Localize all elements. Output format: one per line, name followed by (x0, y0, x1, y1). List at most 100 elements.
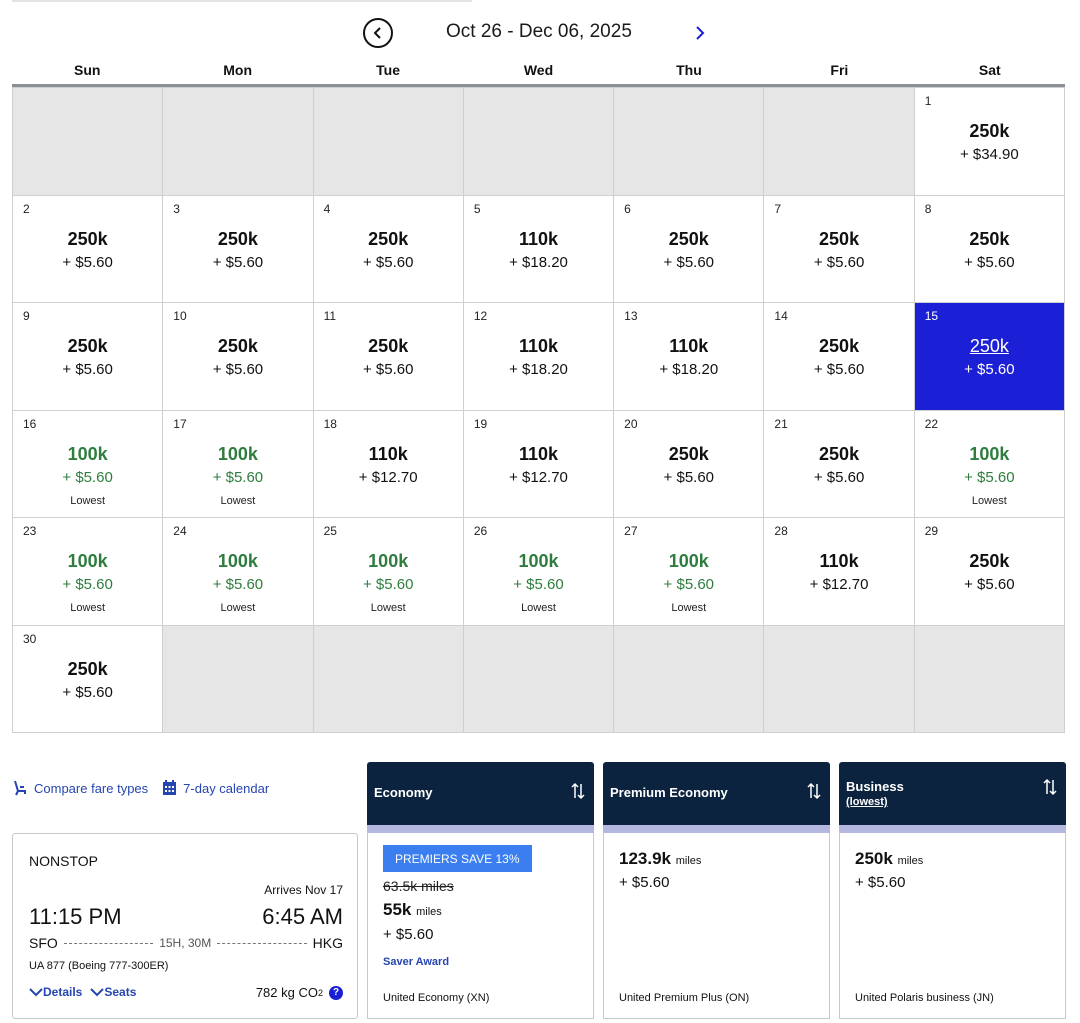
day-fee: + $5.60 (362, 253, 414, 271)
day-number: 22 (924, 416, 939, 431)
day-fee: + $5.60 (362, 576, 414, 593)
day-fee: + $12.70 (358, 468, 418, 486)
calendar-day-cell[interactable]: 25 100k + $5.60 Lowest (313, 518, 464, 626)
calendar-day-cell[interactable]: 4 250k + $5.60 (313, 195, 464, 303)
calendar-day-cell[interactable]: 9 250k + $5.60 (13, 303, 164, 411)
calendar-day-cell[interactable]: 2 250k + $5.60 (13, 195, 164, 303)
day-number: 7 (774, 201, 782, 216)
sort-arrows-icon[interactable] (806, 782, 822, 800)
day-number: 10 (173, 309, 187, 323)
sort-arrows-icon[interactable] (570, 782, 586, 800)
calendar-day-cell[interactable]: 14 250k + $5.60 (764, 303, 915, 411)
day-miles: 250k (668, 228, 709, 249)
prev-range-button[interactable] (363, 18, 393, 48)
day-miles: 250k (819, 228, 860, 249)
day-miles: 100k (368, 551, 409, 571)
lowest-tag: Lowest (220, 494, 256, 507)
weekday-label: Fri (830, 62, 849, 78)
next-range-button[interactable] (690, 22, 710, 44)
fare-header-premium-economy[interactable]: Premium Economy (603, 762, 830, 825)
premier-promo-badge: PREMIERS SAVE 13% (383, 845, 532, 872)
calendar-empty-cell (463, 88, 615, 196)
flight-card[interactable]: NONSTOP Arrives Nov 17 11:15 PM 6:45 AM … (12, 833, 358, 1019)
day-fee: + $18.20 (659, 361, 719, 378)
day-fee: + $5.60 (813, 361, 865, 378)
details-toggle[interactable]: Details (29, 985, 82, 999)
calendar-day-cell[interactable]: 16 100k + $5.60 Lowest (13, 410, 164, 518)
calendar-day-cell[interactable]: 1 250k + $34.90 (914, 88, 1065, 196)
weekday-label: Sun (73, 62, 101, 78)
calendar-day-cell[interactable]: 8 250k + $5.60 (914, 195, 1065, 303)
fare-header-economy[interactable]: Economy (367, 762, 594, 825)
day-fee: + $12.70 (509, 468, 568, 486)
fare-miles: 123.9k miles (619, 849, 701, 869)
calendar-day-cell[interactable]: 12 110k + $18.20 (463, 303, 615, 411)
day-miles: 250k (368, 228, 409, 249)
miles-value: 250k (855, 849, 893, 868)
calendar-day-cell[interactable]: 18 110k + $12.70 (313, 410, 464, 518)
day-miles: 250k (969, 336, 1009, 356)
fare-column-business[interactable]: Business (lowest) 250k miles + $5.60 Uni… (839, 762, 1066, 1019)
day-fee: + $18.20 (509, 361, 568, 378)
calendar-day-cell[interactable]: 13 110k + $18.20 (614, 303, 765, 411)
day-number: 13 (624, 309, 638, 323)
miles-unit: miles (897, 855, 924, 867)
day-miles: 250k (819, 443, 860, 464)
calendar-day-cell[interactable]: 11 250k + $5.60 (313, 303, 464, 411)
route-dash (217, 942, 307, 944)
calendar-empty-cell (463, 625, 615, 733)
day-miles: 250k (819, 336, 860, 356)
seats-toggle[interactable]: Seats (90, 985, 136, 999)
calendar-day-cell[interactable]: 22 100k + $5.60 Lowest (914, 410, 1065, 518)
help-icon[interactable]: ? (329, 985, 343, 1000)
fare-column-premium-economy[interactable]: Premium Economy 123.9k miles + $5.60 Uni… (603, 762, 830, 1019)
day-miles: 250k (217, 228, 258, 249)
calendar-day-cell[interactable]: 23 100k + $5.60 Lowest (13, 518, 164, 626)
day-fee: + $5.60 (964, 576, 1015, 593)
sort-arrows-icon[interactable] (1042, 778, 1058, 796)
calendar-day-cell[interactable]: 27 100k + $5.60 Lowest (614, 518, 765, 626)
day-miles: 250k (67, 336, 108, 356)
day-fee: + $5.60 (212, 576, 264, 593)
calendar-header: Oct 26 - Dec 06, 2025 (0, 16, 1080, 50)
calendar-day-cell[interactable]: 20 250k + $5.60 (614, 410, 765, 518)
calendar-day-cell[interactable]: 3 250k + $5.60 (163, 195, 314, 303)
day-miles: 250k (67, 658, 108, 679)
calendar-day-cell[interactable]: 15 250k + $5.60 (914, 303, 1065, 411)
fare-body-economy[interactable]: PREMIERS SAVE 13% 63.5k miles 55k miles … (367, 833, 594, 1019)
calendar-day-cell[interactable]: 7 250k + $5.60 (764, 195, 915, 303)
day-fee: + $5.60 (663, 576, 715, 593)
calendar-day-cell[interactable]: 6 250k + $5.60 (614, 195, 765, 303)
calendar-day-cell[interactable]: 30 250k + $5.60 (13, 625, 164, 733)
compare-fare-types-link[interactable]: Compare fare types (12, 780, 148, 796)
fare-header-business[interactable]: Business (lowest) (839, 762, 1066, 825)
day-number: 11 (323, 309, 337, 323)
weekday-divider (12, 84, 1065, 87)
calendar-day-cell[interactable]: 17 100k + $5.60 Lowest (163, 410, 314, 518)
calendar-day-cell[interactable]: 21 250k + $5.60 (764, 410, 915, 518)
calendar-day-cell[interactable]: 28 110k + $12.70 (764, 518, 915, 626)
calendar-day-cell[interactable]: 29 250k + $5.60 (914, 518, 1065, 626)
chevron-down-icon (29, 988, 43, 997)
day-fee: + $5.60 (62, 683, 113, 701)
calendar-day-cell[interactable]: 24 100k + $5.60 Lowest (163, 518, 314, 626)
fare-body-premium-economy[interactable]: 123.9k miles + $5.60 United Premium Plus… (603, 833, 830, 1019)
day-miles: 100k (969, 443, 1010, 464)
calendar-day-cell[interactable]: 19 110k + $12.70 (463, 410, 615, 518)
day-fee: + $5.60 (964, 253, 1015, 271)
seven-day-calendar-link[interactable]: 7-day calendar (162, 780, 269, 796)
calendar-day-cell[interactable]: 5 110k + $18.20 (463, 195, 615, 303)
calendar-day-cell[interactable]: 26 100k + $5.60 Lowest (463, 518, 615, 626)
day-fee: + $5.60 (663, 468, 715, 486)
day-number: 30 (23, 631, 37, 646)
calendar-day-cell[interactable]: 10 250k + $5.60 (163, 303, 314, 411)
fare-body-business[interactable]: 250k miles + $5.60 United Polaris busine… (839, 833, 1066, 1019)
day-miles: 100k (668, 551, 709, 571)
fare-column-economy[interactable]: Economy PREMIERS SAVE 13% 63.5k miles 55… (367, 762, 594, 1019)
saver-award-link[interactable]: Saver Award (383, 956, 450, 968)
calendar-empty-cell (163, 625, 314, 733)
lowest-link[interactable]: (lowest) (846, 796, 888, 808)
calendar-grid: 1 250k + $34.90 2 250k + $5.60 3 250k + $5.60 4 25… (12, 87, 1065, 733)
fare-links: Compare fare types 7-day calendar (12, 778, 283, 798)
calendar-empty-cell (614, 88, 765, 196)
